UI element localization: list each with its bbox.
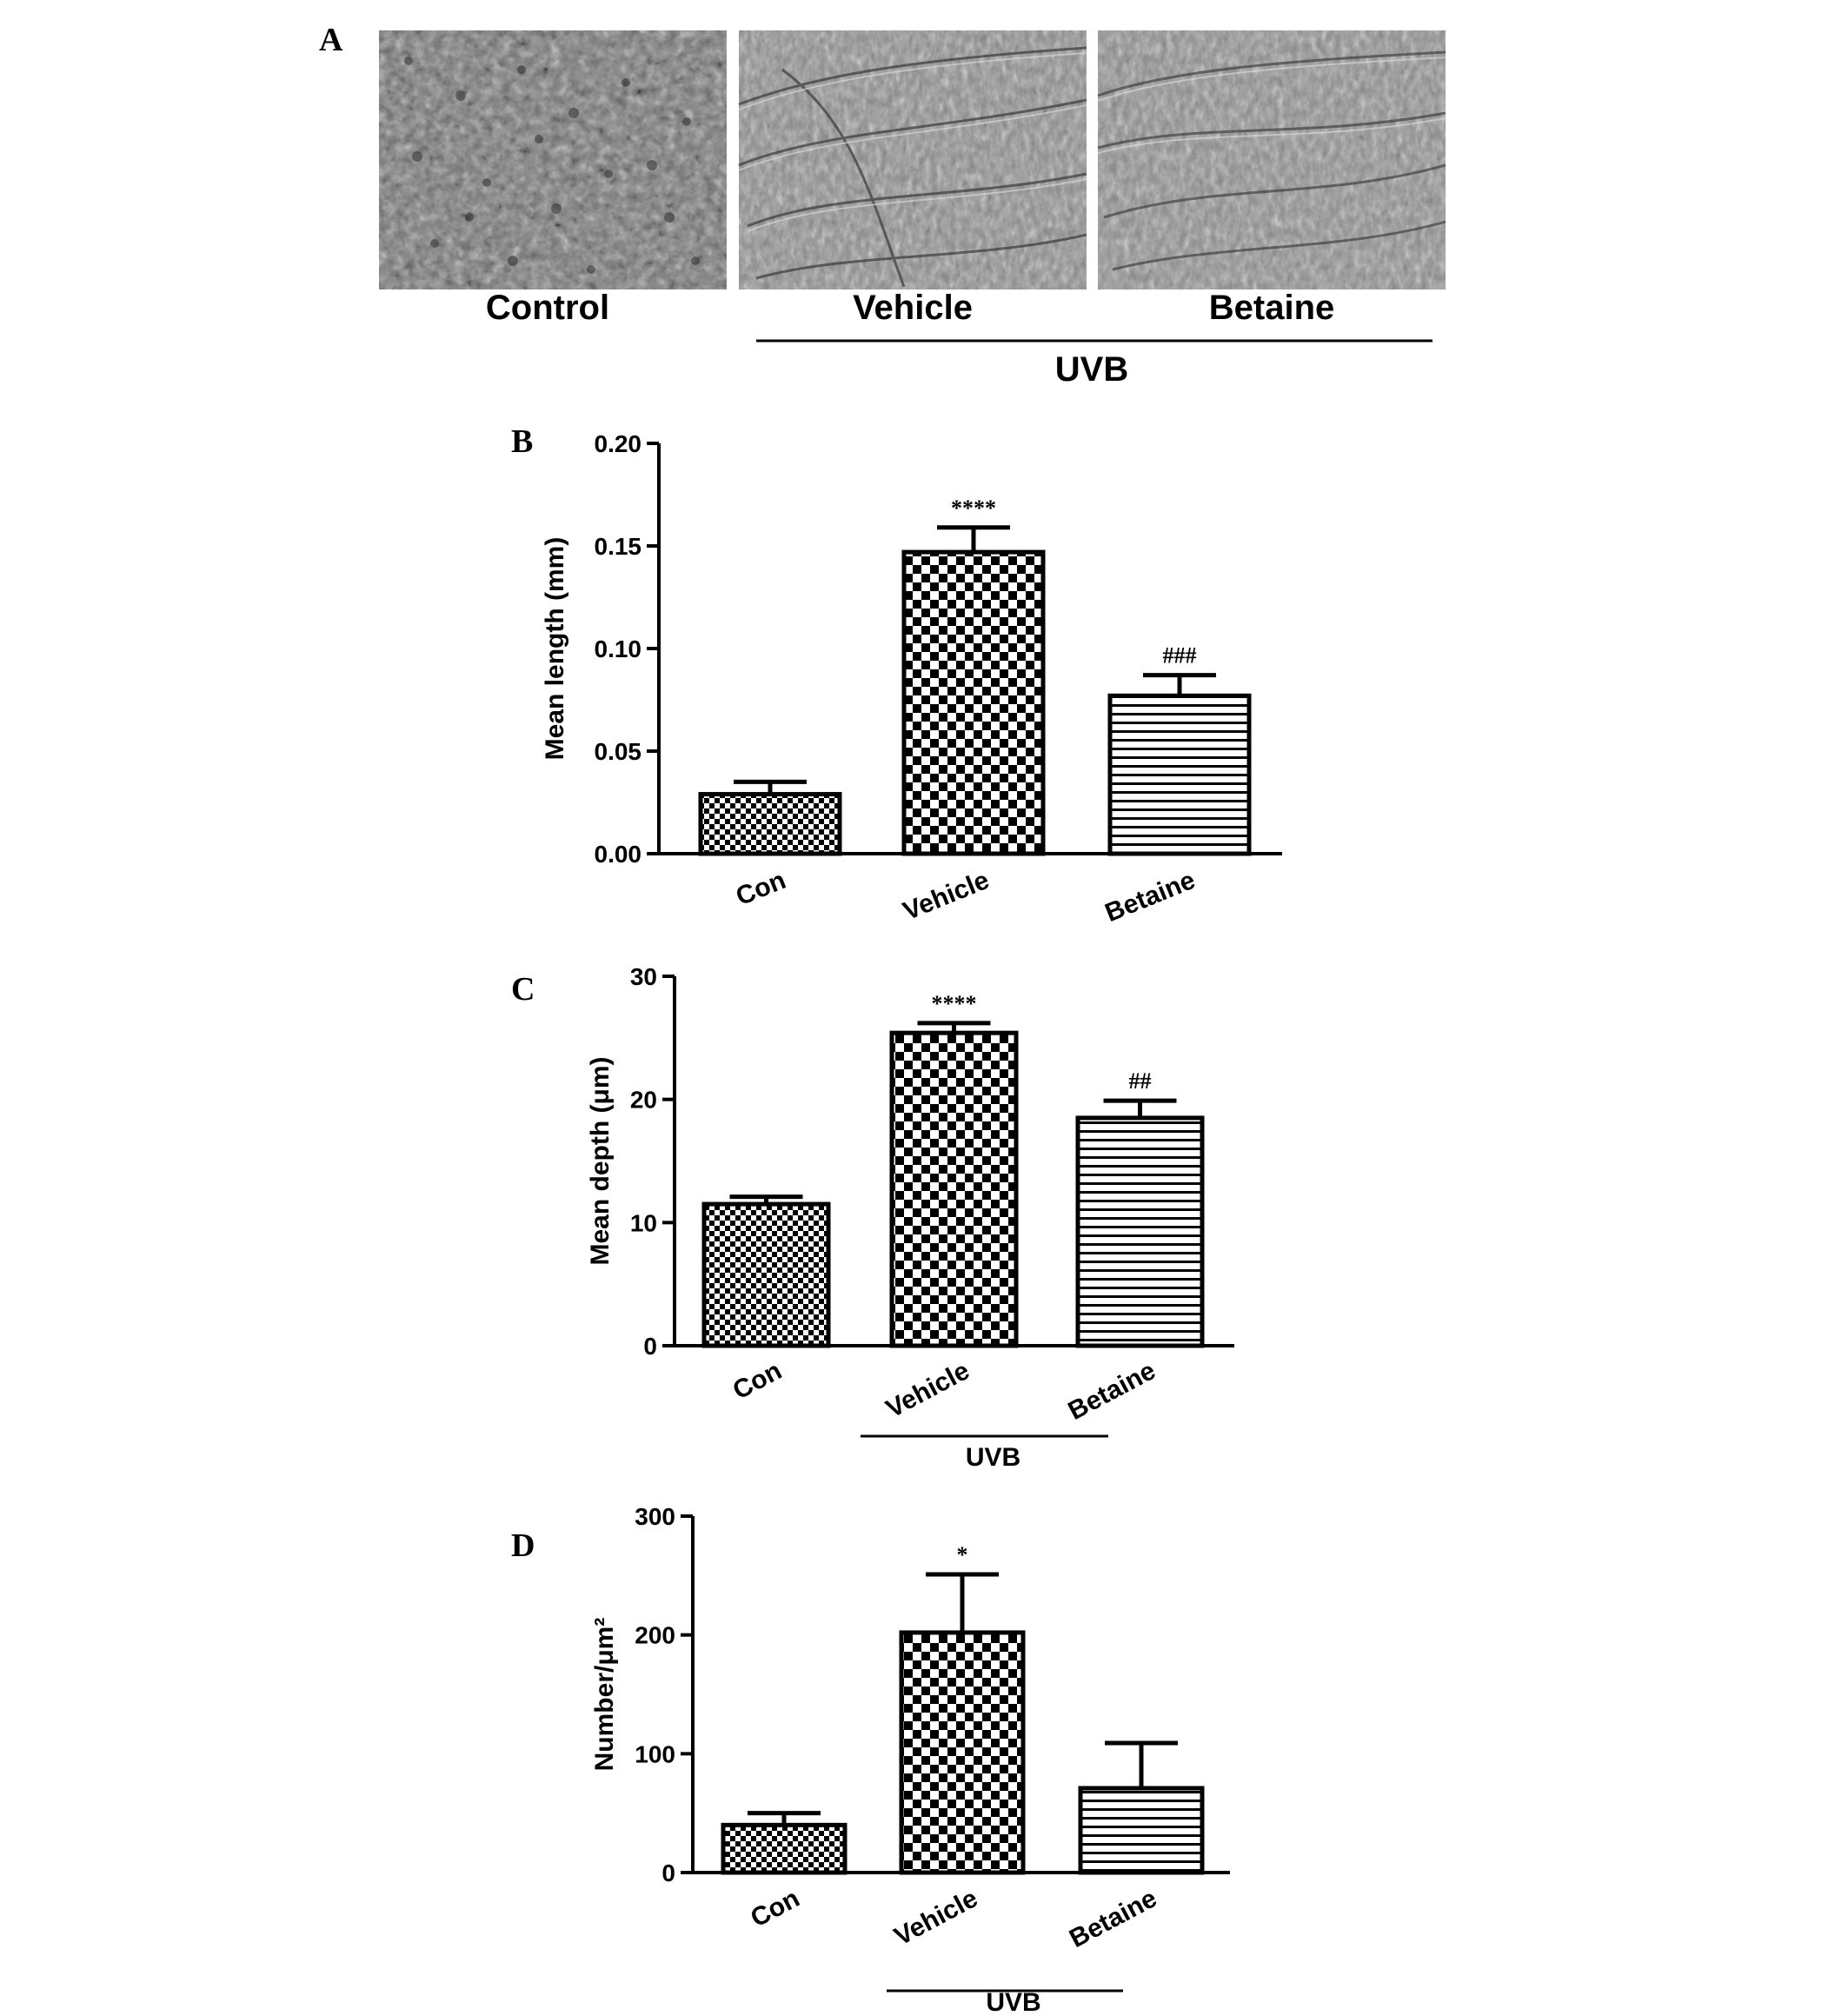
x-tick-label: Betaine	[1065, 1884, 1161, 1953]
x-tick-label: Betaine	[1101, 866, 1200, 928]
bar-vehicle	[899, 1630, 1026, 1875]
x-tick-label: Con	[728, 1356, 787, 1406]
bar-con	[698, 792, 842, 856]
y-tick-label: 0.20	[595, 430, 642, 457]
x-tick-label: Vehicle	[881, 1356, 974, 1424]
y-axis-label: Mean depth (μm)	[586, 1056, 615, 1265]
y-tick-label: 100	[635, 1740, 675, 1767]
significance-mark: ****	[932, 991, 977, 1016]
x-tick-label: Betaine	[1064, 1356, 1160, 1426]
bar-con	[701, 1201, 831, 1348]
caption-vehicle: Vehicle	[853, 289, 973, 327]
y-tick-label: 0	[661, 1860, 675, 1886]
panel-label: C	[511, 971, 535, 1008]
y-tick-label: 0	[643, 1333, 657, 1360]
y-tick-label: 0.15	[595, 533, 642, 560]
y-tick-label: 0.10	[595, 635, 642, 662]
y-tick-label: 0.00	[595, 841, 642, 868]
panel-label: D	[511, 1527, 535, 1564]
x-tick-label: Con	[732, 866, 789, 911]
significance-mark: ###	[1163, 643, 1197, 669]
chart-panel-c: C 0 10 20 30 Mean depth (μm) Con **** Vehicle ## B…	[511, 963, 1234, 1472]
caption-control: Control	[486, 289, 609, 327]
significance-mark: *	[957, 1542, 968, 1567]
bar-vehicle	[901, 549, 1046, 856]
panel-label: B	[511, 423, 533, 460]
bar-con	[721, 1822, 848, 1875]
bar-betaine	[1107, 693, 1252, 856]
panel-a-label: A	[319, 22, 343, 58]
panel-a: A	[319, 22, 1446, 389]
uvb-group-label: UVB	[1055, 350, 1128, 389]
y-tick-label: 20	[630, 1087, 657, 1114]
uvb-group-label: UVB	[986, 1988, 1040, 2016]
bar-vehicle	[889, 1030, 1019, 1348]
photo-betaine	[1097, 30, 1446, 289]
bar-betaine	[1078, 1786, 1205, 1875]
y-axis-label: Number/μm²	[590, 1618, 619, 1772]
x-tick-label: Vehicle	[889, 1884, 982, 1952]
x-tick-label: Con	[746, 1884, 804, 1933]
caption-betaine: Betaine	[1209, 289, 1335, 327]
x-tick-label: Vehicle	[899, 866, 993, 926]
significance-mark: ##	[1129, 1068, 1152, 1094]
y-tick-label: 0.05	[595, 738, 642, 765]
y-tick-label: 10	[630, 1209, 657, 1236]
y-axis-label: Mean length (mm)	[541, 537, 569, 761]
y-tick-label: 300	[635, 1503, 675, 1530]
photo-vehicle	[738, 30, 1087, 289]
photo-control	[379, 30, 727, 289]
bar-betaine	[1075, 1115, 1205, 1348]
y-tick-label: 30	[630, 963, 657, 990]
y-tick-label: 200	[635, 1622, 675, 1649]
significance-mark: ****	[951, 496, 996, 521]
chart-panel-b: B 0.00 0.05 0.10 0.15 0.20 Mean length (mm) Con…	[511, 423, 1282, 928]
charts: B 0.00 0.05 0.10 0.15 0.20 Mean length (mm) Con…	[511, 423, 1282, 2016]
uvb-group-label: UVB	[966, 1443, 1020, 1472]
chart-panel-d: D 0 100 200 300 Number/μm² Con * Vehicle Betaine U…	[511, 1503, 1230, 2016]
